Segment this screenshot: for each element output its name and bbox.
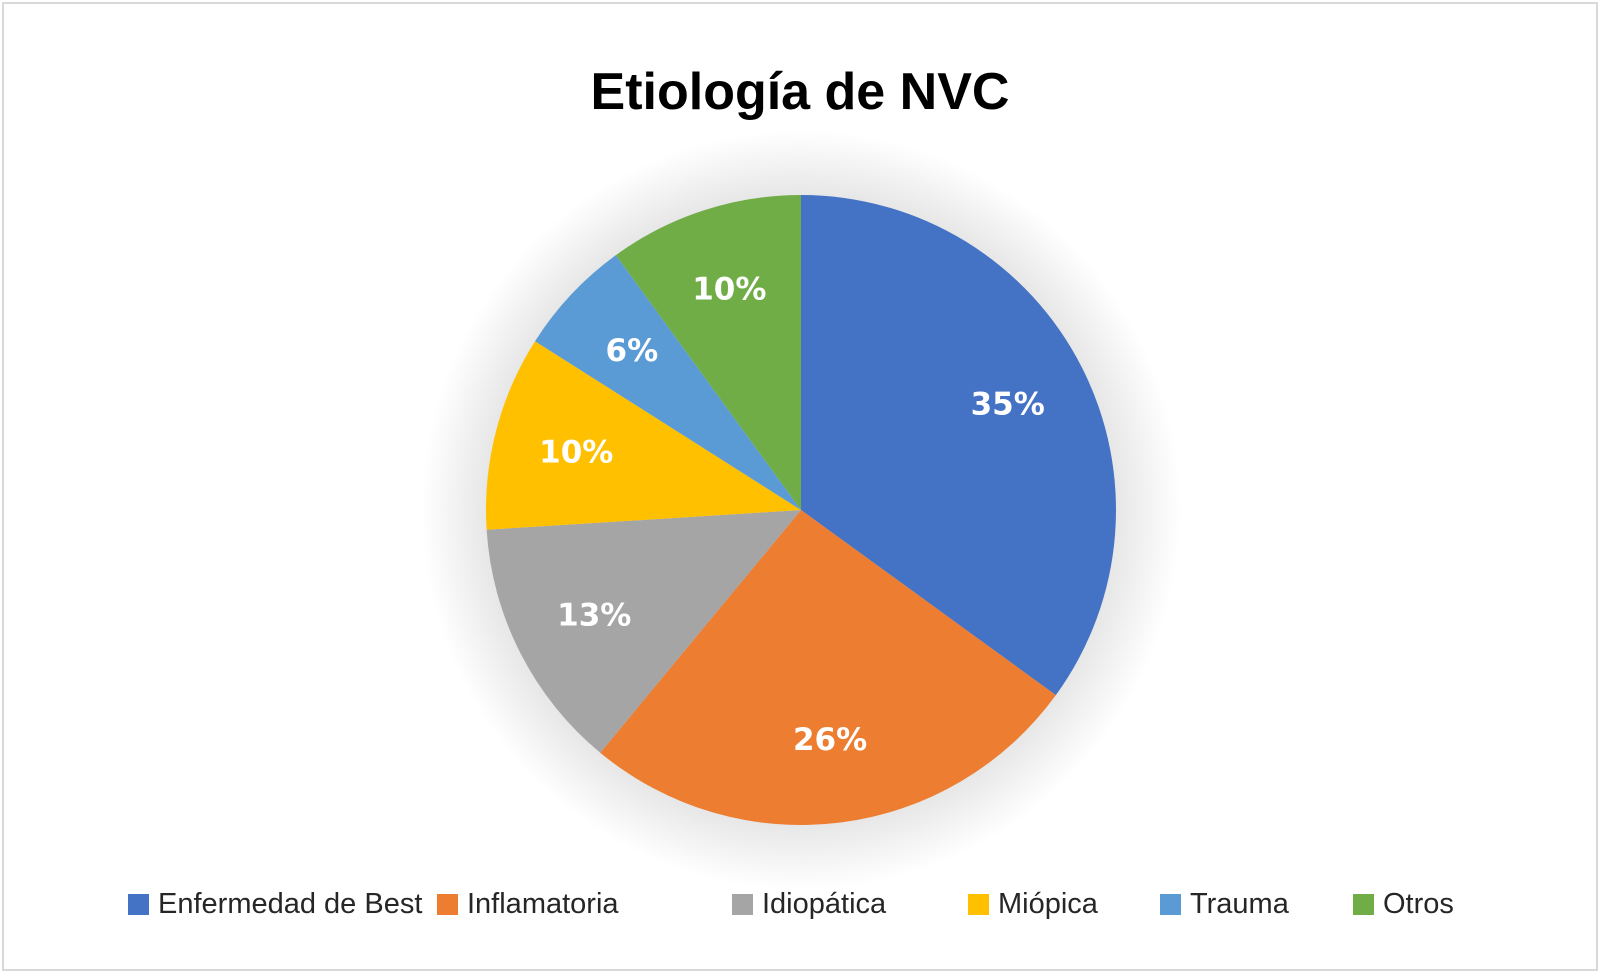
legend-label: Otros [1383,887,1454,920]
pie-slice [600,510,1056,825]
data-label: 26% [793,722,867,758]
pie-data-labels: 35% 26% 13% 10% 6% 10% [539,271,1045,758]
pie-slices [486,195,1116,825]
legend-item-miopica: Miópica [968,884,1098,924]
data-label: 10% [692,271,766,307]
data-label: 13% [557,597,631,633]
data-label: 10% [539,434,613,470]
legend-item-otros: Otros [1353,884,1454,924]
legend-swatch [968,893,989,915]
chart-title: Etiología de NVC [590,63,1010,121]
legend-swatch [732,893,753,915]
pie-slice [486,510,801,753]
pie-slice [486,341,801,530]
legend-label: Idiopática [762,887,887,920]
pie-slice [801,195,1116,696]
legend-swatch [128,893,149,915]
legend-label: Inflamatoria [467,887,619,920]
pie-slice [535,255,801,510]
legend-item-enfermedad-de-best: Enfermedad de Best [128,884,422,924]
legend-item-trauma: Trauma [1160,884,1289,924]
legend-label: Trauma [1190,887,1289,920]
data-label: 35% [971,387,1045,423]
data-label: 6% [606,333,659,369]
legend-item-inflamatoria: Inflamatoria [437,884,619,924]
legend-swatch [1353,893,1374,915]
pie-slice [615,195,801,510]
legend: Enfermedad de Best Inflamatoria Idiopáti… [0,884,1600,924]
legend-label: Enfermedad de Best [158,887,423,920]
legend-item-idiopatica: Idiopática [732,884,886,924]
legend-swatch [437,893,458,915]
legend-label: Miópica [998,887,1098,920]
legend-swatch [1160,893,1181,915]
